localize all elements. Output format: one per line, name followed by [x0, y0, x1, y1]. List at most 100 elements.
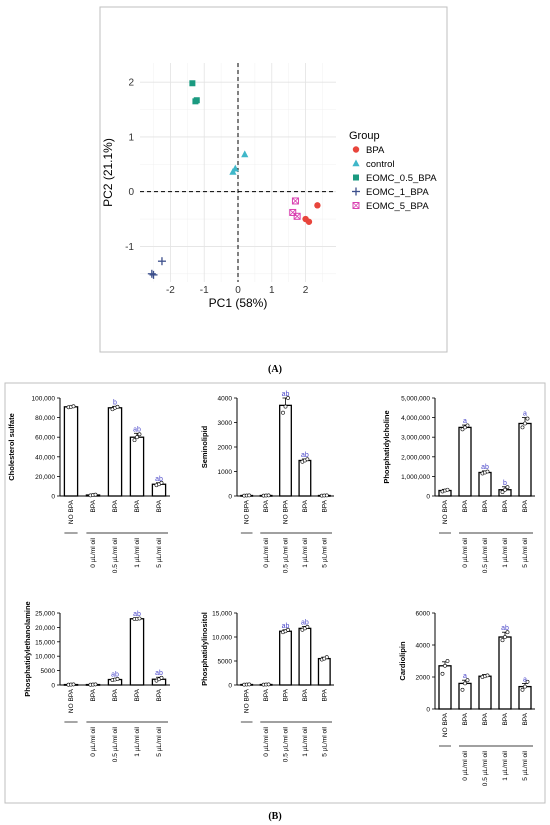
category-label: BPA: [156, 499, 163, 512]
group-label: 0 µL/ml oil: [90, 726, 97, 756]
y-tick-label: 4000: [218, 396, 233, 403]
bar: [317, 657, 331, 686]
significance-letter: a: [523, 676, 527, 683]
replicate-point: [305, 625, 310, 629]
replicate-point: [525, 416, 530, 421]
replicate-point: [324, 493, 329, 498]
x-tick-label: -2: [166, 285, 175, 296]
group-label: 1 µL/ml oil: [134, 726, 141, 756]
data-point: [157, 257, 166, 266]
bar: [63, 406, 79, 497]
y-tick-label: 1,000,000: [401, 474, 430, 481]
significance-letter: ab: [301, 619, 309, 626]
marker-stroke: [293, 212, 301, 220]
x-tick-label: 2: [303, 285, 309, 296]
bar: [458, 682, 472, 710]
legend-label: EOMC_1_BPA: [366, 187, 429, 198]
category-label: NO BPA: [68, 688, 75, 713]
replicate-point: [71, 682, 76, 687]
category-label: BPA: [482, 712, 489, 725]
significance-letter: ab: [501, 625, 509, 632]
bar: [129, 618, 145, 686]
category-label: BPA: [502, 499, 509, 512]
group-label: 1 µL/ml oil: [134, 537, 141, 567]
replicate-point: [324, 655, 329, 660]
y-tick-label: 2: [128, 78, 134, 89]
replicate-point: [286, 396, 290, 400]
replicate-point: [71, 404, 76, 409]
replicate-point: [286, 627, 290, 632]
category-label: BPA: [321, 688, 328, 701]
group-label: 0 µL/ml oil: [90, 537, 97, 567]
group-label: 1 µL/ml oil: [302, 537, 309, 567]
replicate-point: [520, 425, 525, 430]
bar: [518, 422, 532, 497]
category-label: NO BPA: [442, 712, 449, 737]
y-tick-label: 3000: [218, 420, 233, 427]
category-label: BPA: [263, 499, 270, 512]
y-tick-label: 60,000: [35, 435, 55, 442]
data-point: [231, 164, 239, 172]
y-tick-label: 10,000: [35, 654, 55, 661]
y-tick-label: 0: [51, 683, 55, 690]
category-label: BPA: [522, 712, 529, 725]
y-tick-label: 100,000: [32, 396, 56, 403]
bar-charts-grid: 0 20,000 40,000 60,000 80,000 100,000 Choleste…: [7, 391, 535, 786]
legend-key: [352, 146, 360, 153]
category-label: NO BPA: [283, 499, 290, 524]
group-label: 1 µL/ml oil: [502, 750, 509, 780]
replicate-point: [525, 679, 530, 684]
replicate-point: [520, 687, 525, 692]
marker-stroke: [292, 197, 299, 205]
data-point: [305, 218, 313, 225]
marker-stroke: [352, 202, 360, 209]
group-label: 0 µL/ml oil: [462, 750, 469, 780]
group-label: 5 µL/ml oil: [156, 726, 163, 756]
replicate-point: [465, 678, 470, 683]
x-tick-label: -1: [200, 285, 209, 296]
bar-panel-frame: [4, 382, 546, 804]
legend-label: EOMC_0.5_BPA: [366, 173, 437, 184]
y-tick-label: 40,000: [35, 454, 55, 461]
significance-letter: a: [463, 673, 467, 680]
significance-letter: ab: [133, 426, 141, 433]
significance-letter: ab: [301, 452, 309, 459]
group-label: 5 µL/ml oil: [522, 750, 529, 780]
y-tick-label: 3,000,000: [401, 435, 430, 442]
y-axis-label: Seminolipid: [200, 425, 209, 468]
y-tick-label: 0: [51, 494, 55, 501]
group-label: 1 µL/ml oil: [302, 726, 309, 756]
significance-letter: a: [463, 418, 467, 425]
y-tick-label: -1: [125, 242, 134, 253]
y-axis-label: Phosphatidylethanolamine: [23, 601, 32, 696]
bar-chart: 0 1,000,000 2,000,000 3,000,000 4,000,000 5,0…: [382, 396, 535, 573]
data-point: [149, 270, 158, 279]
y-tick-label: 4,000,000: [401, 415, 430, 422]
y-axis-label: Phosphatidylcholine: [382, 410, 391, 483]
y-tick-label: 0: [426, 707, 430, 714]
category-label: BPA: [156, 688, 163, 701]
y-tick-label: 25,000: [35, 611, 55, 618]
group-label: 0 µL/ml oil: [263, 537, 270, 567]
category-label: BPA: [321, 499, 328, 512]
significance-letter: ab: [282, 391, 290, 398]
y-tick-label: 5000: [41, 668, 56, 675]
y-tick-label: 5,000,000: [401, 396, 430, 403]
category-label: BPA: [134, 499, 141, 512]
data-point: [293, 212, 301, 220]
replicate-point: [266, 493, 271, 498]
significance-letter: b: [113, 399, 117, 406]
group-label: 0.5 µL/ml oil: [482, 750, 489, 786]
bar: [298, 459, 312, 497]
significance-letter: b: [503, 480, 507, 487]
y-tick-label: 6000: [416, 611, 431, 618]
bar: [298, 627, 312, 686]
replicate-point: [266, 682, 271, 687]
marker-stroke: [352, 202, 360, 209]
y-tick-label: 0: [228, 494, 232, 501]
y-axis-label: Cardiolipin: [398, 641, 407, 681]
y-tick-label: 0: [426, 494, 430, 501]
replicate-point: [465, 423, 470, 428]
category-label: BPA: [112, 499, 119, 512]
